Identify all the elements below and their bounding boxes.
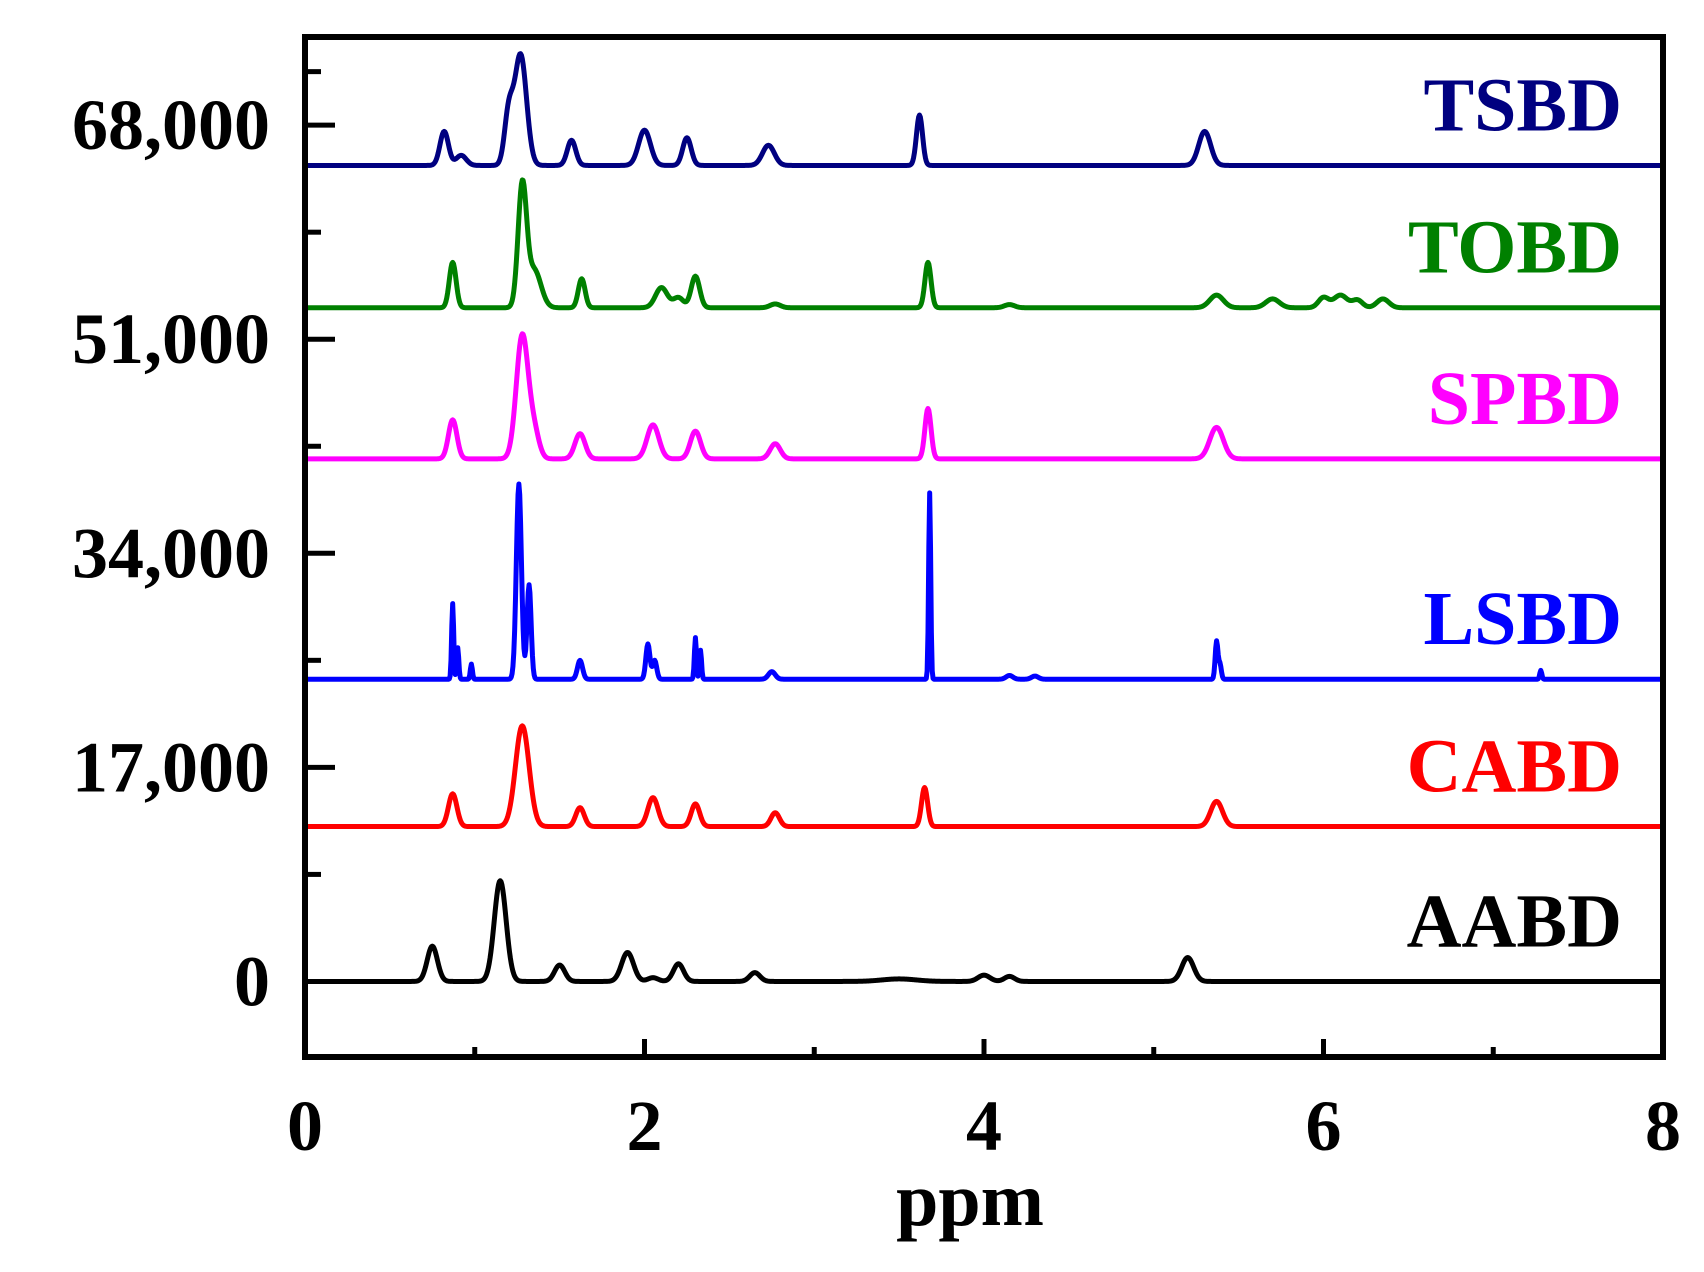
series-line-tsbd xyxy=(303,51,1665,168)
series-label-aabd: AABD xyxy=(1407,879,1622,963)
series-line-cabd xyxy=(303,723,1665,830)
series-label-cabd: CABD xyxy=(1407,725,1622,809)
x-axis-title: ppm xyxy=(896,1158,1044,1242)
series-label-tsbd: TSBD xyxy=(1423,63,1622,147)
x-tick-label: 6 xyxy=(1306,1086,1342,1166)
x-tick-label: 2 xyxy=(627,1086,663,1166)
tick-labels: 0 2 4 6 8 0 17,000 34,000 51,000 68,000 xyxy=(72,85,1681,1166)
y-tick-label: 34,000 xyxy=(72,513,270,593)
series-line-lsbd xyxy=(303,481,1665,682)
series-labels: AABD CABD LSBD SPBD TOBD TSBD xyxy=(1407,63,1622,963)
series-line-aabd xyxy=(303,878,1665,984)
x-tick-label: 4 xyxy=(966,1086,1002,1166)
spectra-curves xyxy=(303,51,1665,984)
y-tick-label: 17,000 xyxy=(72,727,270,807)
series-label-spbd: SPBD xyxy=(1428,357,1622,441)
series-label-tobd: TOBD xyxy=(1408,206,1622,290)
series-label-lsbd: LSBD xyxy=(1423,577,1622,661)
y-tick-label: 51,000 xyxy=(72,299,270,379)
series-line-spbd xyxy=(303,331,1665,462)
x-tick-label: 0 xyxy=(287,1086,323,1166)
ticks xyxy=(305,69,1496,1057)
x-tick-label: 8 xyxy=(1645,1086,1681,1166)
series-line-tobd xyxy=(303,177,1665,311)
y-tick-label: 0 xyxy=(234,941,270,1021)
y-tick-label: 68,000 xyxy=(72,85,270,165)
